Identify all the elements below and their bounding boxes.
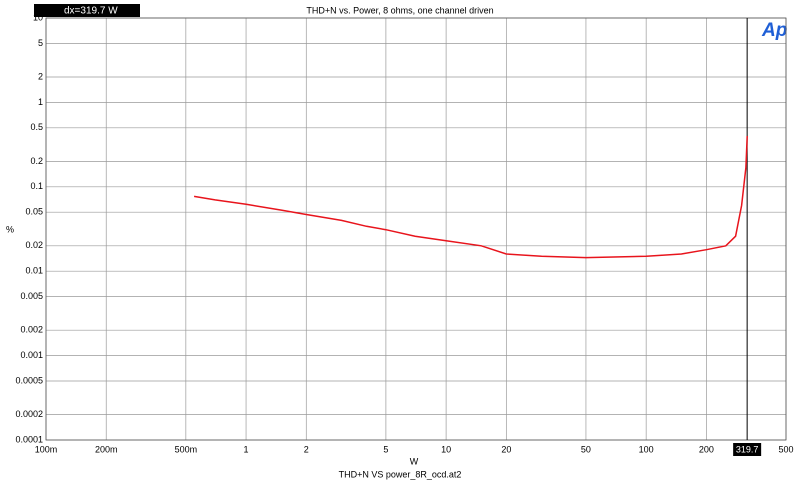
x-tick-label: 50 (581, 444, 591, 454)
x-tick-label: 200m (95, 444, 118, 454)
x-tick-label: 100 (639, 444, 654, 454)
cursor-label: 319.7 (736, 444, 759, 454)
y-axis-label: % (6, 224, 14, 234)
y-tick-label: 0.1 (30, 181, 43, 191)
y-tick-label: 0.002 (20, 325, 43, 335)
x-tick-label: 2 (304, 444, 309, 454)
cursor-readout-box (34, 4, 140, 17)
y-tick-label: 0.2 (30, 156, 43, 166)
y-tick-label: 10 (33, 12, 43, 22)
x-axis-label: W (410, 456, 419, 466)
x-tick-label: 10 (441, 444, 451, 454)
x-tick-label: 200 (699, 444, 714, 454)
logo: Ap (761, 20, 787, 41)
x-tick-label: 500 (778, 444, 793, 454)
y-tick-label: 5 (38, 38, 43, 48)
x-tick-label: 1 (244, 444, 249, 454)
y-tick-label: 0.005 (20, 291, 43, 301)
x-tick-label: 100m (35, 444, 58, 454)
x-tick-label: 20 (501, 444, 511, 454)
y-tick-label: 1 (38, 97, 43, 107)
plot-frame (45, 17, 787, 441)
grid (45, 17, 787, 441)
x-tick-label: 5 (383, 444, 388, 454)
y-tick-label: 0.05 (25, 207, 43, 217)
footer: THD+N VS power_8R_ocd.at2 (339, 469, 462, 479)
y-tick-label: 0.0001 (15, 434, 43, 444)
y-tick-label: 0.5 (30, 122, 43, 132)
y-tick-label: 0.02 (25, 240, 43, 250)
y-tick-label: 0.0005 (15, 375, 43, 385)
x-tick-label: 500m (175, 444, 198, 454)
cursor-readout: dx=319.7 W (64, 6, 118, 17)
data-line (193, 135, 748, 259)
cursor-label-box (733, 443, 762, 456)
y-tick-label: 0.0002 (15, 409, 43, 419)
chart-title: THD+N vs. Power, 8 ohms, one channel dri… (306, 5, 493, 15)
y-tick-label: 0.01 (25, 266, 43, 276)
y-tick-label: 0.001 (20, 350, 43, 360)
y-tick-label: 2 (38, 71, 43, 81)
